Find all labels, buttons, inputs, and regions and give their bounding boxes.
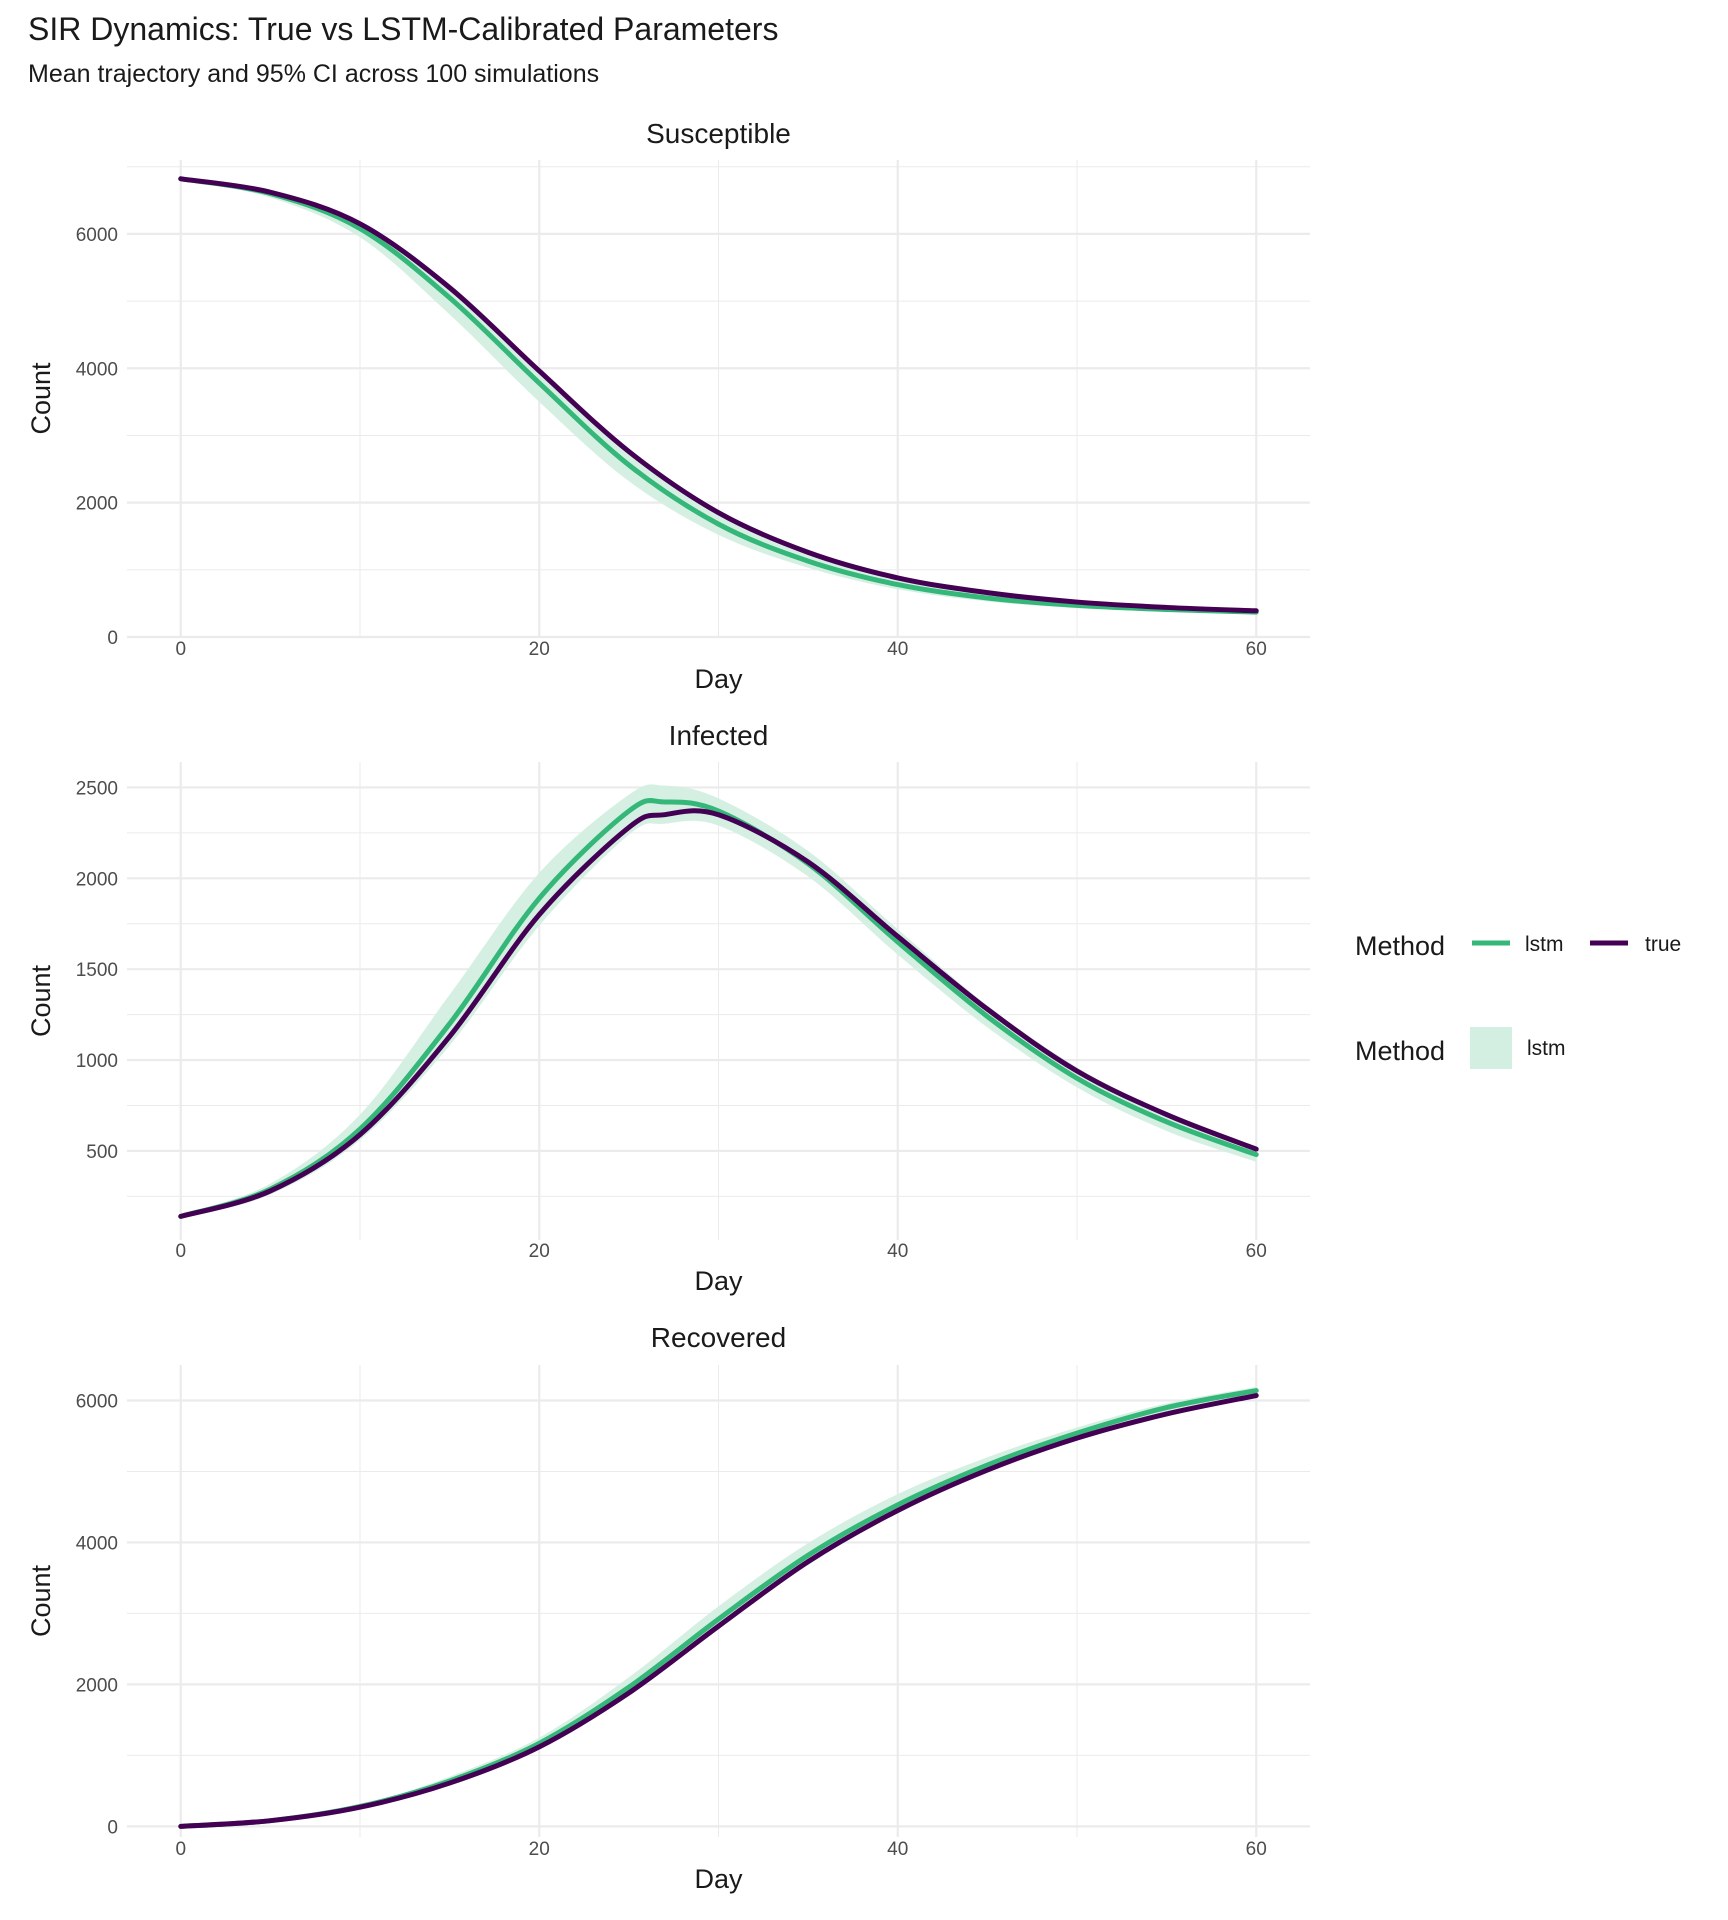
series-line-lstm (178, 176, 1259, 615)
figure-subtitle: Mean trajectory and 95% CI across 100 si… (28, 60, 599, 88)
x-tick-label: 20 (529, 1839, 550, 1860)
y-tick-label: 2000 (76, 494, 118, 515)
y-axis-label: Count (26, 1564, 56, 1637)
ci-ribbon-lstm (180, 1387, 1257, 1828)
x-tick-label: 40 (887, 1241, 908, 1262)
x-tick-label: 20 (529, 639, 550, 660)
panel-recovered: Recovered 0 20 40 60 0 2000 4000 6000 Day Count (26, 1322, 1310, 1894)
y-tick-label: 4000 (76, 1533, 118, 1554)
y-tick-label: 2000 (76, 1675, 118, 1696)
series-line-true (178, 808, 1259, 1219)
x-tick-label: 60 (1246, 1839, 1267, 1860)
x-tick-label: 40 (887, 639, 908, 660)
x-tick-label: 0 (175, 639, 186, 660)
x-axis-label: Day (694, 1864, 743, 1894)
legend-line-title: Method (1355, 931, 1445, 961)
panel-title-infected: Infected (669, 720, 769, 751)
series-line-true (178, 176, 1259, 614)
legend-label-lstm-fill: lstm (1527, 1037, 1566, 1060)
panel-title-susceptible: Susceptible (646, 118, 791, 149)
legend-fill-title: Method (1355, 1036, 1445, 1066)
legend-label-lstm: lstm (1525, 933, 1564, 956)
y-tick-label: 2000 (76, 869, 118, 890)
y-tick-label: 1000 (76, 1051, 118, 1072)
series-line-lstm (178, 798, 1259, 1219)
y-tick-label: 2500 (76, 778, 118, 799)
y-tick-label: 0 (107, 1817, 118, 1838)
x-tick-label: 40 (887, 1839, 908, 1860)
legend-label-true: true (1645, 933, 1681, 956)
panel-title-recovered: Recovered (651, 1322, 786, 1353)
y-tick-label: 0 (107, 628, 118, 649)
panel-susceptible: Susceptible 0 20 40 60 0 2000 4000 6000 Day Count (26, 118, 1310, 694)
x-tick-label: 0 (175, 1839, 186, 1860)
y-axis-label: Count (26, 362, 56, 435)
y-tick-label: 1500 (76, 960, 118, 981)
y-tick-label: 500 (86, 1142, 118, 1163)
y-axis-label: Count (26, 964, 56, 1037)
x-axis-label: Day (694, 1266, 743, 1296)
legend-swatch-lstm-fill (1470, 1027, 1512, 1069)
legend: Method lstm true Method lstm (1355, 931, 1681, 1069)
x-axis-label: Day (694, 664, 743, 694)
x-tick-label: 60 (1246, 639, 1267, 660)
ci-ribbon-lstm (180, 784, 1257, 1219)
series-line-true (178, 1393, 1259, 1829)
x-tick-label: 60 (1246, 1241, 1267, 1262)
y-tick-label: 6000 (76, 225, 118, 246)
panel-infected: Infected 0 20 40 60 500 1000 1500 2000 2500 Day Cou… (26, 720, 1310, 1296)
y-tick-label: 6000 (76, 1391, 118, 1412)
x-tick-label: 20 (529, 1241, 550, 1262)
y-tick-label: 4000 (76, 359, 118, 380)
figure-title: SIR Dynamics: True vs LSTM-Calibrated Pa… (28, 11, 778, 47)
x-tick-label: 0 (175, 1241, 186, 1262)
